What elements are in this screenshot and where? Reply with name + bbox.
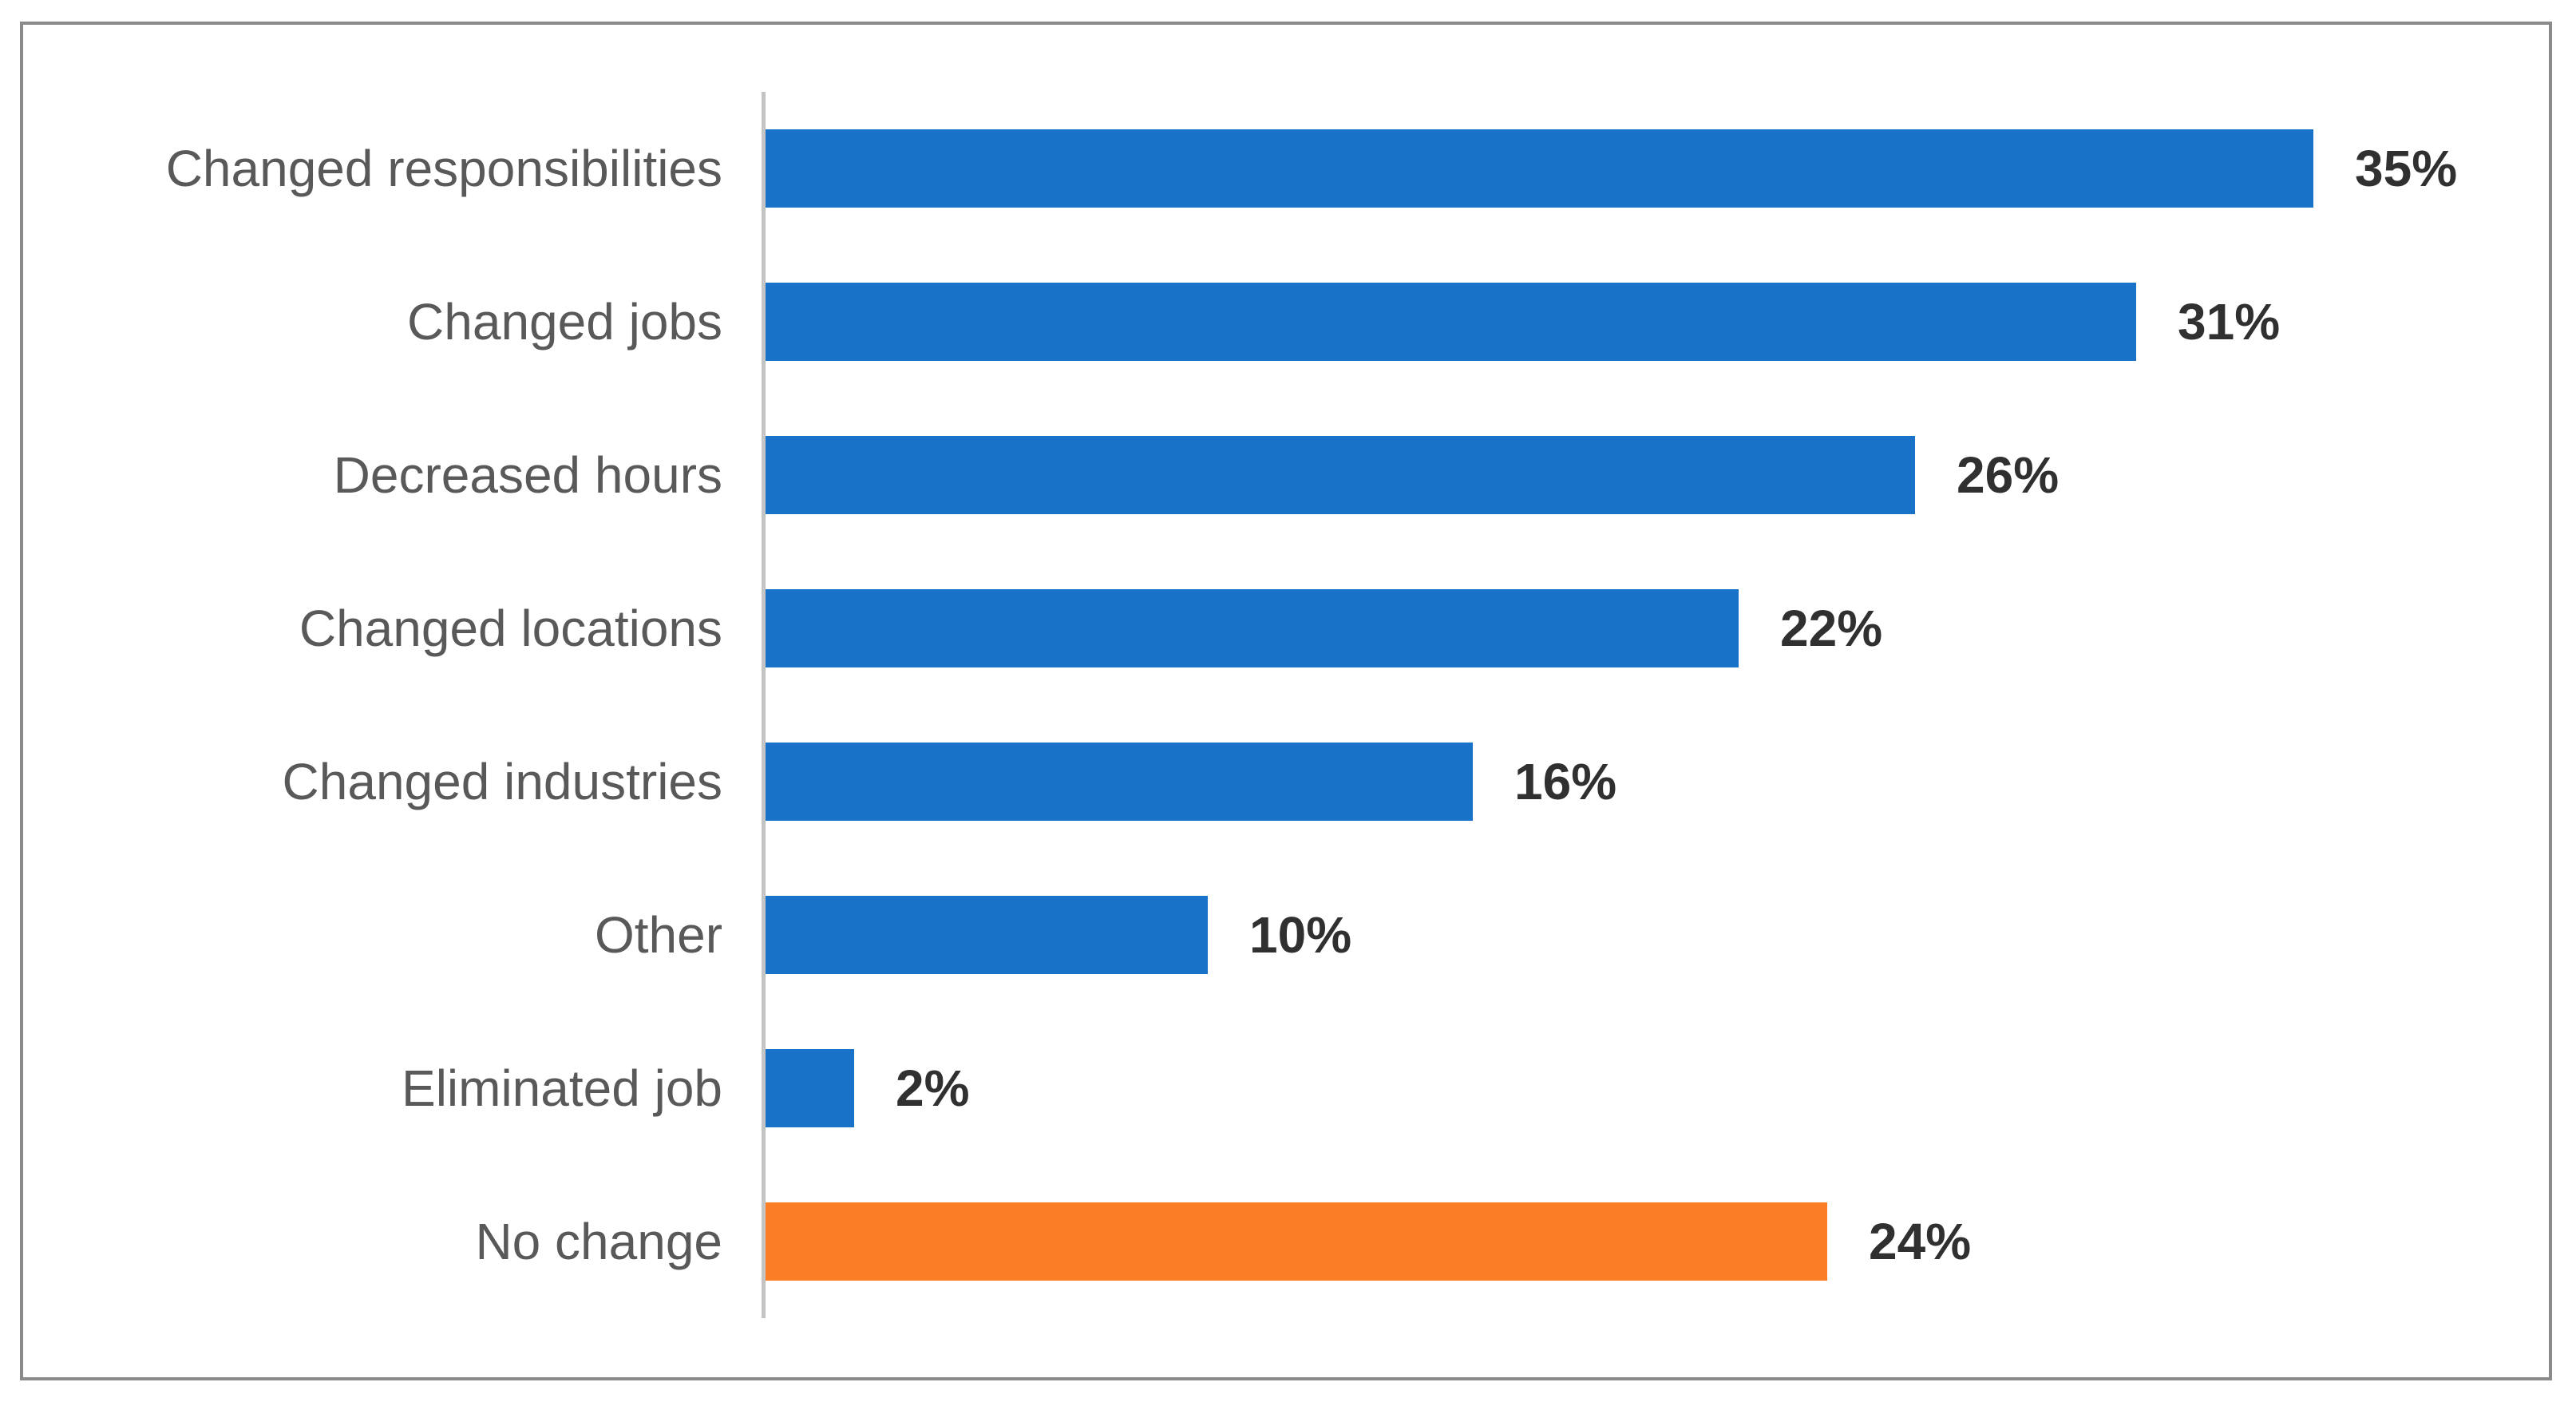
value-label: 26% [1957, 446, 2060, 504]
category-label: Changed responsibilities [165, 140, 722, 197]
chart-plot-area: Changed responsibilities 35% Changed job… [23, 92, 2549, 1318]
bar-area: 16% [766, 705, 2549, 858]
bar-area: 22% [766, 552, 2549, 705]
bar [766, 1049, 854, 1127]
bar-area: 24% [766, 1165, 2549, 1318]
chart-row: Changed responsibilities 35% [23, 92, 2549, 245]
chart-row: Other 10% [23, 858, 2549, 1012]
chart-row: Decreased hours 26% [23, 398, 2549, 552]
bar-area: 31% [766, 245, 2549, 398]
category-label: Other [594, 906, 722, 964]
value-label: 22% [1780, 600, 1883, 657]
y-axis-line [762, 92, 766, 1318]
value-label: 10% [1249, 906, 1352, 964]
category-label: Changed industries [282, 753, 722, 810]
chart-row: Eliminated job 2% [23, 1012, 2549, 1165]
value-label: 35% [2355, 140, 2458, 197]
bar [766, 283, 2136, 361]
bar-area: 35% [766, 92, 2549, 245]
chart-row: No change 24% [23, 1165, 2549, 1318]
bar [766, 589, 1739, 667]
category-label: Decreased hours [333, 446, 722, 504]
value-label: 16% [1514, 753, 1617, 810]
bar [766, 743, 1473, 821]
bar [766, 436, 1915, 514]
bar [766, 896, 1208, 974]
category-label: No change [475, 1213, 722, 1270]
category-label: Changed jobs [407, 293, 722, 350]
bar-area: 2% [766, 1012, 2549, 1165]
chart-row: Changed industries 16% [23, 705, 2549, 858]
value-label: 31% [2178, 293, 2281, 350]
value-label: 24% [1869, 1213, 1972, 1270]
bar-area: 10% [766, 858, 2549, 1012]
bar [766, 129, 2313, 208]
chart-row: Changed locations 22% [23, 552, 2549, 705]
value-label: 2% [896, 1059, 970, 1117]
category-label: Eliminated job [402, 1059, 722, 1117]
chart-row: Changed jobs 31% [23, 245, 2549, 398]
category-label: Changed locations [299, 600, 722, 657]
bar-area: 26% [766, 398, 2549, 552]
horizontal-bar-chart: Changed responsibilities 35% Changed job… [20, 22, 2552, 1380]
bar [766, 1202, 1827, 1281]
